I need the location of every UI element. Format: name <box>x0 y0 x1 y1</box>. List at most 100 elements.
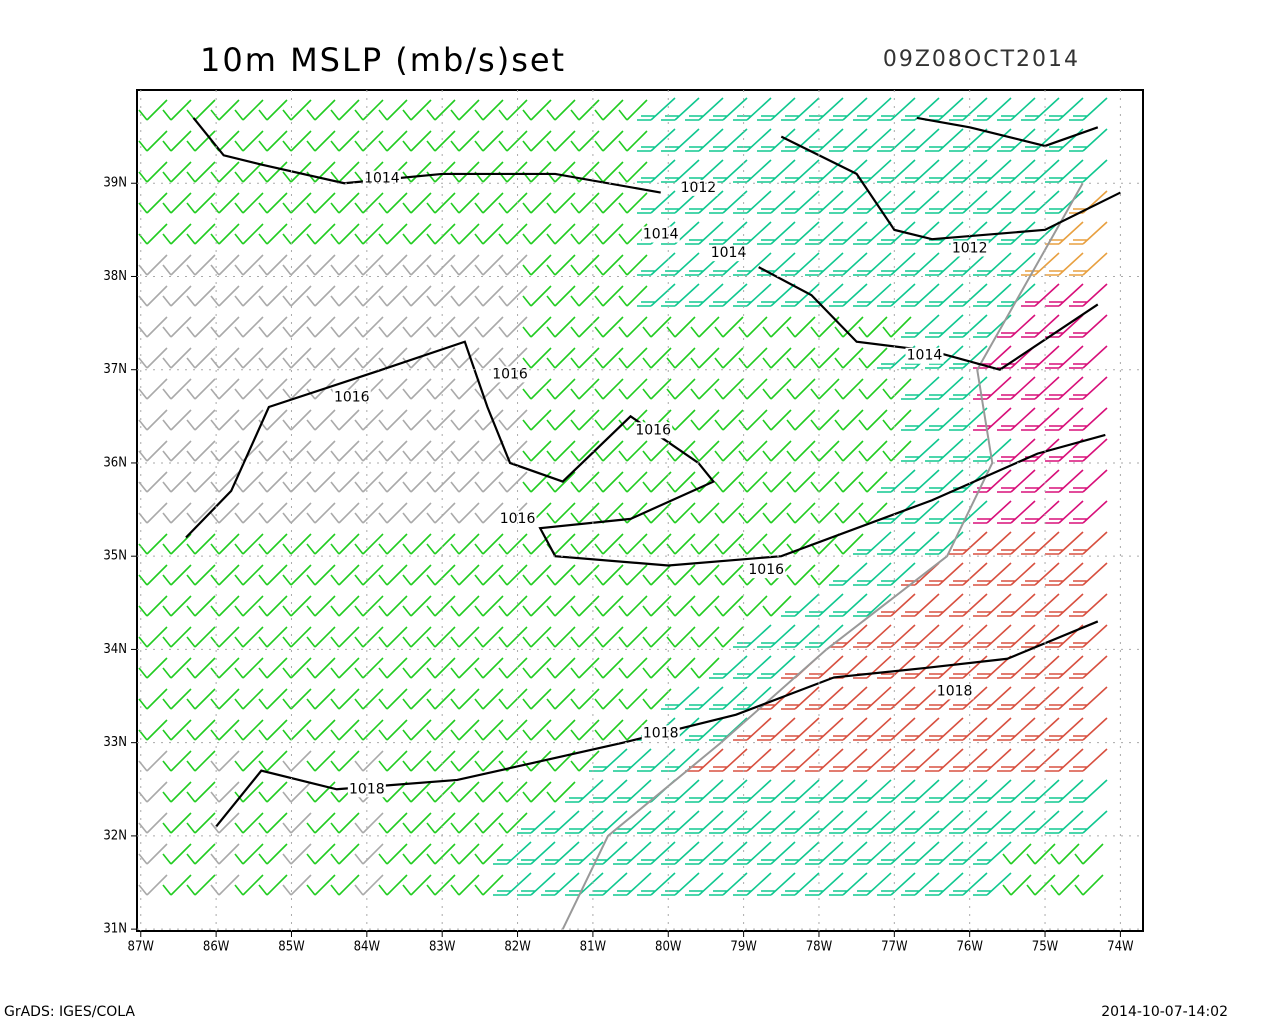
wind-barb <box>786 502 816 524</box>
wind-barb <box>330 874 360 896</box>
wind-barb <box>426 781 456 803</box>
wind-barb <box>877 469 916 493</box>
wind-barb <box>618 347 648 369</box>
wind-barb <box>949 283 988 307</box>
wind-barb <box>594 688 624 710</box>
wind-barb <box>709 779 748 803</box>
wind-barb <box>685 221 724 245</box>
wind-barb <box>426 502 456 524</box>
wind-barb <box>666 316 696 338</box>
wind-barb <box>522 626 552 648</box>
wind-barb <box>258 161 288 183</box>
wind-barb <box>234 285 264 307</box>
wind-barb <box>234 595 264 617</box>
wind-barb <box>901 686 940 710</box>
wind-barb <box>853 221 892 245</box>
wind-barb <box>738 502 768 524</box>
wind-barb <box>522 688 552 710</box>
wind-barb <box>282 874 312 896</box>
wind-barb <box>1050 874 1080 896</box>
wind-barb <box>258 533 288 555</box>
wind-barb <box>546 285 576 307</box>
wind-barb <box>354 812 384 834</box>
wind-barb <box>661 841 700 865</box>
wind-barb <box>546 130 576 152</box>
wind-barb <box>973 376 1012 400</box>
wind-barb <box>306 99 336 121</box>
wind-barb <box>829 97 868 121</box>
wind-barb <box>546 688 576 710</box>
wind-barb <box>997 190 1036 214</box>
wind-barb <box>306 502 336 524</box>
wind-barb <box>858 502 888 524</box>
wind-barb <box>570 378 600 400</box>
wind-barb <box>426 688 456 710</box>
wind-barb <box>949 190 988 214</box>
wind-barb <box>762 347 792 369</box>
wind-barb <box>709 810 748 834</box>
wind-barb <box>210 781 240 803</box>
wind-barb <box>138 316 168 338</box>
wind-barb <box>1045 252 1084 276</box>
wind-barb <box>378 750 408 772</box>
wind-barb <box>685 128 724 152</box>
wind-barb <box>618 471 648 493</box>
wind-barb <box>997 655 1036 679</box>
x-tick-label: 85W <box>278 940 305 955</box>
wind-barb <box>474 564 504 586</box>
x-tick-label: 87W <box>128 940 155 955</box>
contour-label-bg <box>634 422 673 439</box>
wind-barb <box>714 533 744 555</box>
wind-barb <box>1021 190 1060 214</box>
wind-barb <box>810 471 840 493</box>
wind-barb <box>1021 159 1060 183</box>
wind-barb <box>138 99 168 121</box>
wind-barb <box>925 748 964 772</box>
wind-barb <box>474 223 504 245</box>
wind-barb <box>565 841 604 865</box>
wind-barb <box>402 471 432 493</box>
wind-barb <box>949 159 988 183</box>
wind-barb <box>210 409 240 431</box>
wind-barb <box>282 657 312 679</box>
wind-barb <box>834 533 864 555</box>
wind-barb <box>402 502 432 524</box>
wind-barb <box>138 688 168 710</box>
wind-barb <box>282 99 312 121</box>
wind-barb <box>1045 748 1084 772</box>
wind-barb <box>210 378 240 400</box>
wind-barb <box>762 409 792 431</box>
y-tick-label: 37N <box>103 362 127 377</box>
wind-barb <box>570 657 600 679</box>
wind-barb <box>594 719 624 741</box>
wind-barb <box>781 841 820 865</box>
wind-barb <box>637 748 676 772</box>
wind-barb <box>258 843 288 865</box>
wind-barb <box>1045 283 1084 307</box>
wind-barb <box>330 99 360 121</box>
wind-barb <box>594 130 624 152</box>
wind-barb <box>330 750 360 772</box>
wind-barb <box>402 595 432 617</box>
wind-barb <box>186 130 216 152</box>
wind-barb <box>330 502 360 524</box>
wind-barb <box>426 130 456 152</box>
wind-barb <box>613 841 652 865</box>
wind-barb <box>474 874 504 896</box>
wind-barb <box>877 655 916 679</box>
wind-barb <box>402 223 432 245</box>
wind-barb <box>733 779 772 803</box>
wind-barb <box>210 192 240 214</box>
wind-barb <box>997 500 1036 524</box>
wind-barb <box>1069 593 1108 617</box>
wind-barb <box>426 192 456 214</box>
wind-barb <box>781 252 820 276</box>
wind-barb <box>973 593 1012 617</box>
wind-barb <box>901 438 940 462</box>
wind-barb <box>258 347 288 369</box>
wind-barb <box>258 595 288 617</box>
contour-label-bg <box>641 725 680 742</box>
wind-barb <box>234 99 264 121</box>
wind-barb <box>997 438 1036 462</box>
footer-right: 2014-10-07-14:02 <box>1101 1004 1228 1020</box>
